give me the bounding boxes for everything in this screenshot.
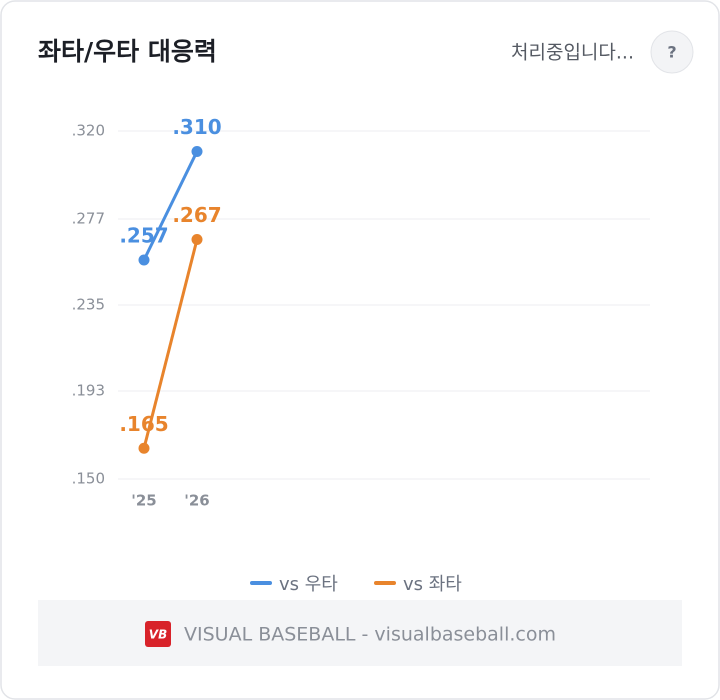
logo bbox=[145, 621, 171, 647]
point bbox=[191, 233, 203, 245]
value-label: .165 bbox=[119, 412, 168, 436]
y-tick-label: .235 bbox=[72, 296, 105, 314]
value-label: .310 bbox=[172, 115, 221, 139]
title: 좌타/우타 대응력 bbox=[38, 37, 217, 66]
value-label: .257 bbox=[119, 223, 168, 247]
series-line bbox=[142, 239, 199, 449]
legend-label: vs 좌타 bbox=[403, 574, 462, 595]
y-tick-label: .320 bbox=[72, 122, 105, 140]
point bbox=[138, 442, 150, 454]
x-tick-label: '26 bbox=[184, 492, 209, 510]
x-tick-label: '25 bbox=[131, 492, 156, 510]
series-line bbox=[142, 150, 199, 261]
y-tick-label: .150 bbox=[72, 470, 105, 488]
point bbox=[191, 145, 203, 157]
logo-text: VB bbox=[149, 628, 167, 642]
value-label: .267 bbox=[172, 203, 221, 227]
status: 처리중입니다... bbox=[511, 42, 634, 64]
legend-label: vs 우타 bbox=[279, 574, 338, 595]
point bbox=[138, 254, 150, 266]
help-button[interactable] bbox=[650, 30, 694, 74]
y-tick-label: .193 bbox=[72, 381, 105, 399]
footer-text: VISUAL BASEBALL - visualbaseball.com bbox=[184, 624, 556, 646]
help-label[interactable]: ? bbox=[667, 43, 676, 62]
y-tick-label: .277 bbox=[72, 210, 105, 228]
